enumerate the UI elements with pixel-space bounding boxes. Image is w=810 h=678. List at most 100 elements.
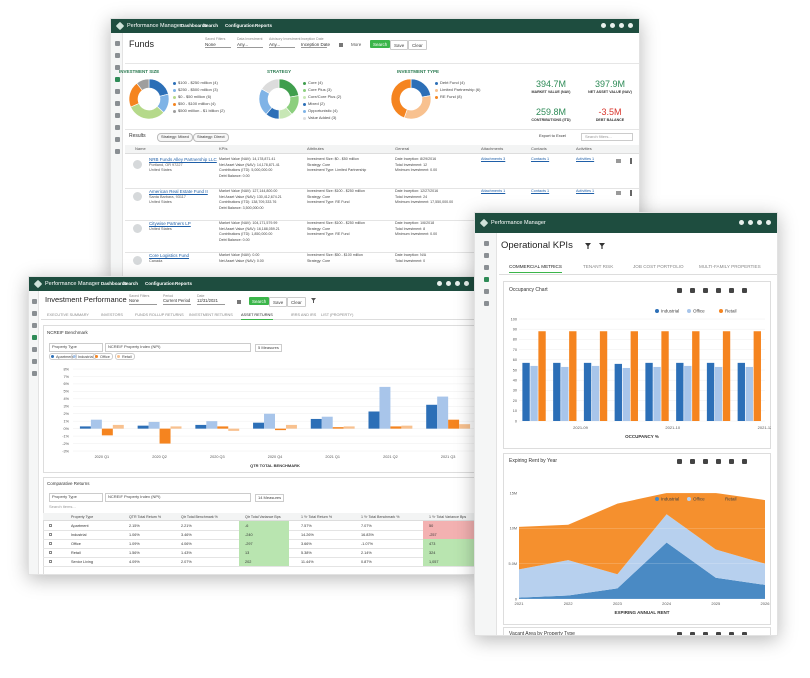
nav-item[interactable]: Dashboards <box>181 23 208 28</box>
toolbar-icon[interactable] <box>703 459 708 464</box>
button[interactable]: Save <box>390 40 409 51</box>
sidebar-icon[interactable] <box>114 113 120 118</box>
fund-link[interactable]: Attachments 3 <box>481 157 506 161</box>
button[interactable]: Clear <box>287 297 306 308</box>
button[interactable]: Search <box>370 40 391 49</box>
toolbar-icon[interactable] <box>716 459 721 464</box>
toolbar-icon[interactable] <box>742 459 747 464</box>
row-action[interactable] <box>616 191 621 195</box>
nav-icon[interactable] <box>601 23 606 28</box>
nav-icon[interactable] <box>610 23 615 28</box>
nav-item[interactable]: Search <box>203 23 219 28</box>
sidebar-icon[interactable] <box>114 89 120 94</box>
row-menu[interactable] <box>630 158 632 164</box>
toolbar-icon[interactable] <box>742 288 747 293</box>
search-input[interactable]: Search filters... <box>581 132 633 142</box>
tab[interactable]: INVESTORS <box>101 313 123 317</box>
sidebar-icon[interactable] <box>114 149 120 154</box>
tab[interactable]: IRRS AND IRS <box>291 313 317 317</box>
sidebar-icon[interactable] <box>31 371 37 376</box>
nav-item[interactable]: Search <box>123 281 139 286</box>
nav-item[interactable]: Configuration <box>225 23 255 28</box>
sidebar-icon[interactable] <box>31 347 37 352</box>
select[interactable]: NCREIF Property Index (NPI) <box>105 493 251 502</box>
fund-link[interactable]: Activities 1 <box>576 189 595 193</box>
row-expander[interactable] <box>49 533 52 536</box>
toolbar-icon[interactable] <box>703 632 708 635</box>
row-expander[interactable] <box>49 542 52 545</box>
sidebar-icon[interactable] <box>31 311 37 316</box>
sidebar-icon[interactable] <box>483 241 489 246</box>
sidebar-icon[interactable] <box>31 323 37 328</box>
row-expander[interactable] <box>49 560 52 563</box>
nav-icon[interactable] <box>446 281 451 286</box>
sidebar-icon[interactable] <box>31 299 37 304</box>
toolbar-icon[interactable] <box>677 632 682 635</box>
toolbar-icon[interactable] <box>729 632 734 635</box>
sidebar-icon[interactable] <box>114 101 120 106</box>
sidebar-icon[interactable] <box>114 137 120 142</box>
legend-chip[interactable]: Office <box>93 353 113 361</box>
toolbar-icon[interactable] <box>677 288 682 293</box>
sidebar-icon[interactable] <box>483 301 489 306</box>
nav-icon[interactable] <box>455 281 460 286</box>
sidebar-icon[interactable] <box>114 53 120 58</box>
filter-value[interactable]: None <box>205 42 231 49</box>
filter-value[interactable]: Any... <box>237 42 263 49</box>
nav-item[interactable]: Reports <box>255 23 273 28</box>
tab[interactable]: EXECUTIVE SUMMARY <box>47 313 89 317</box>
sidebar-icon[interactable] <box>31 335 37 340</box>
measures[interactable]: 14 Measures <box>255 493 285 503</box>
nav-icon[interactable] <box>748 220 753 225</box>
toolbar-icon[interactable] <box>690 288 695 293</box>
select[interactable]: Property Type <box>49 493 103 502</box>
toolbar-icon[interactable] <box>703 288 708 293</box>
button[interactable]: Clear <box>408 40 427 51</box>
nav-item[interactable]: Configuration <box>145 281 175 286</box>
select[interactable]: NCREIF Property Index (NPI) <box>105 343 251 352</box>
nav-icon[interactable] <box>766 220 771 225</box>
nav-icon[interactable] <box>628 23 633 28</box>
toolbar-icon[interactable] <box>677 459 682 464</box>
tab[interactable]: ASSET RETURNS <box>241 313 273 321</box>
tab[interactable]: JOB COST PORTFOLIO <box>633 264 684 269</box>
sidebar-icon[interactable] <box>114 125 120 130</box>
export-button[interactable]: Export to Excel <box>539 133 566 138</box>
fund-link[interactable]: Contacts 1 <box>531 157 550 161</box>
sidebar-icon[interactable] <box>114 65 120 70</box>
select[interactable]: Property Type <box>49 343 103 352</box>
toolbar-icon[interactable] <box>716 632 721 635</box>
sidebar-icon[interactable] <box>114 41 120 46</box>
row-menu[interactable] <box>630 190 632 196</box>
toolbar-icon[interactable] <box>716 288 721 293</box>
nav-icon[interactable] <box>739 220 744 225</box>
sidebar-icon[interactable] <box>31 359 37 364</box>
fund-name[interactable]: NRB Funds Alley Partnership LLC <box>149 157 217 162</box>
sidebar-icon[interactable] <box>483 265 489 270</box>
fund-name[interactable]: Citywise Partners LP <box>149 221 191 226</box>
toolbar-icon[interactable] <box>690 632 695 635</box>
filter-value[interactable]: Current Period <box>163 298 191 305</box>
toolbar-icon[interactable] <box>729 288 734 293</box>
filter-chip[interactable]: Strategy: Direct <box>193 133 229 142</box>
filter-icon[interactable] <box>599 243 605 249</box>
toolbar-icon[interactable] <box>729 459 734 464</box>
fund-link[interactable]: Contacts 1 <box>531 189 550 193</box>
search-input[interactable]: Search items... <box>49 504 76 509</box>
sidebar-icon[interactable] <box>483 277 489 282</box>
fund-link[interactable]: Activities 1 <box>576 157 595 161</box>
nav-icon[interactable] <box>757 220 762 225</box>
sidebar-icon[interactable] <box>114 77 120 82</box>
filter-value[interactable]: Inception Date <box>301 42 331 49</box>
tab[interactable]: TENANT RISK <box>583 264 614 269</box>
nav-item[interactable]: Dashboards <box>101 281 128 286</box>
button[interactable]: Save <box>269 297 288 308</box>
filter-icon[interactable] <box>585 243 591 249</box>
filter-value[interactable]: 12/31/2021 <box>197 298 225 305</box>
fund-name[interactable]: Core Logistics Fund <box>149 253 190 258</box>
row-expander[interactable] <box>49 524 52 527</box>
button[interactable]: Search <box>249 297 270 306</box>
tab[interactable]: LIST (PROPERTY) <box>321 313 354 317</box>
legend-chip[interactable]: Retail <box>115 353 135 361</box>
fund-name[interactable]: American Real Estate Fund II <box>149 189 208 194</box>
